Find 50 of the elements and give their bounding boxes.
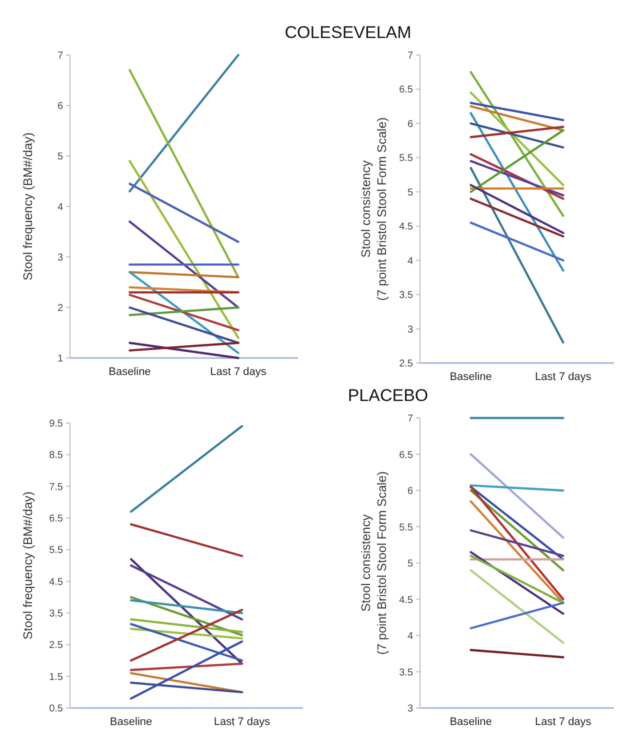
y-tick-label: 7	[407, 414, 414, 424]
y-tick-label: 7	[57, 50, 64, 62]
y-tick-label: 6.5	[399, 84, 414, 96]
y-tick-label: 1.5	[49, 672, 64, 683]
text: COLESEVELAM	[284, 23, 412, 42]
x-tick-label: Last 7 days	[535, 716, 592, 728]
x-tick-label: Last 7 days	[210, 366, 267, 378]
y-tick-label: 6	[407, 486, 414, 497]
y-tick-label: 3	[407, 324, 414, 336]
y-tick-label: 4	[407, 256, 414, 267]
y-tick-label: 5	[407, 558, 414, 570]
y-tick-label: 5	[57, 152, 64, 162]
y-axis-title: Stool frequency (BM#/day)	[21, 132, 35, 280]
y-tick-label: 3.5	[399, 290, 414, 302]
y-tick-label: 3.5	[399, 667, 414, 678]
x-tick-label: Baseline	[450, 371, 492, 383]
y-tick-label: 5	[407, 187, 414, 198]
y-tick-label: 6.5	[49, 514, 64, 524]
y-tick-label: 1	[57, 354, 64, 364]
y-tick-label: 0.5	[49, 704, 64, 714]
y-tick-label: 3	[57, 252, 64, 264]
x-tick-label: Last 7 days	[535, 371, 592, 383]
y-tick-label: 5.5	[399, 153, 414, 164]
y-axis-title: Stool consistency (7 point Bristol Stool Form Scale)	[359, 471, 389, 655]
y-tick-label: 6	[57, 101, 64, 112]
y-tick-label: 8.5	[49, 450, 64, 462]
y-tick-label: 6.5	[399, 450, 414, 461]
y-tick-label: 6	[407, 118, 414, 130]
y-tick-label: 4.5	[49, 576, 64, 588]
chart-title: PLACEBO	[348, 386, 428, 405]
y-tick-label: 5.5	[49, 545, 64, 556]
y-axis-title: Stool consistency (7 point Bristol Stool Form Scale)	[359, 117, 389, 301]
y-tick-label: 4	[57, 202, 64, 213]
y-tick-label: 4	[407, 631, 414, 642]
y-axis-title: Stool frequency (BM#/day)	[21, 492, 35, 640]
y-tick-label: 2	[57, 303, 64, 314]
y-tick-label: 3	[407, 704, 414, 714]
y-tick-label: 9.5	[49, 418, 64, 430]
y-tick-label: 4.5	[399, 594, 414, 606]
x-tick-label: Baseline	[110, 716, 152, 728]
y-tick-label: 7.5	[49, 482, 64, 493]
y-tick-label: 2.5	[49, 640, 64, 652]
y-tick-label: 7	[407, 50, 414, 62]
y-tick-label: 2.5	[399, 358, 414, 370]
x-tick-label: Baseline	[108, 366, 151, 378]
y-tick-label: 4.5	[399, 222, 414, 233]
y-tick-label: 5.5	[399, 522, 414, 534]
y-tick-label: 3.5	[49, 608, 64, 620]
x-tick-label: Last 7 days	[214, 716, 271, 728]
x-tick-label: Baseline	[450, 716, 492, 728]
